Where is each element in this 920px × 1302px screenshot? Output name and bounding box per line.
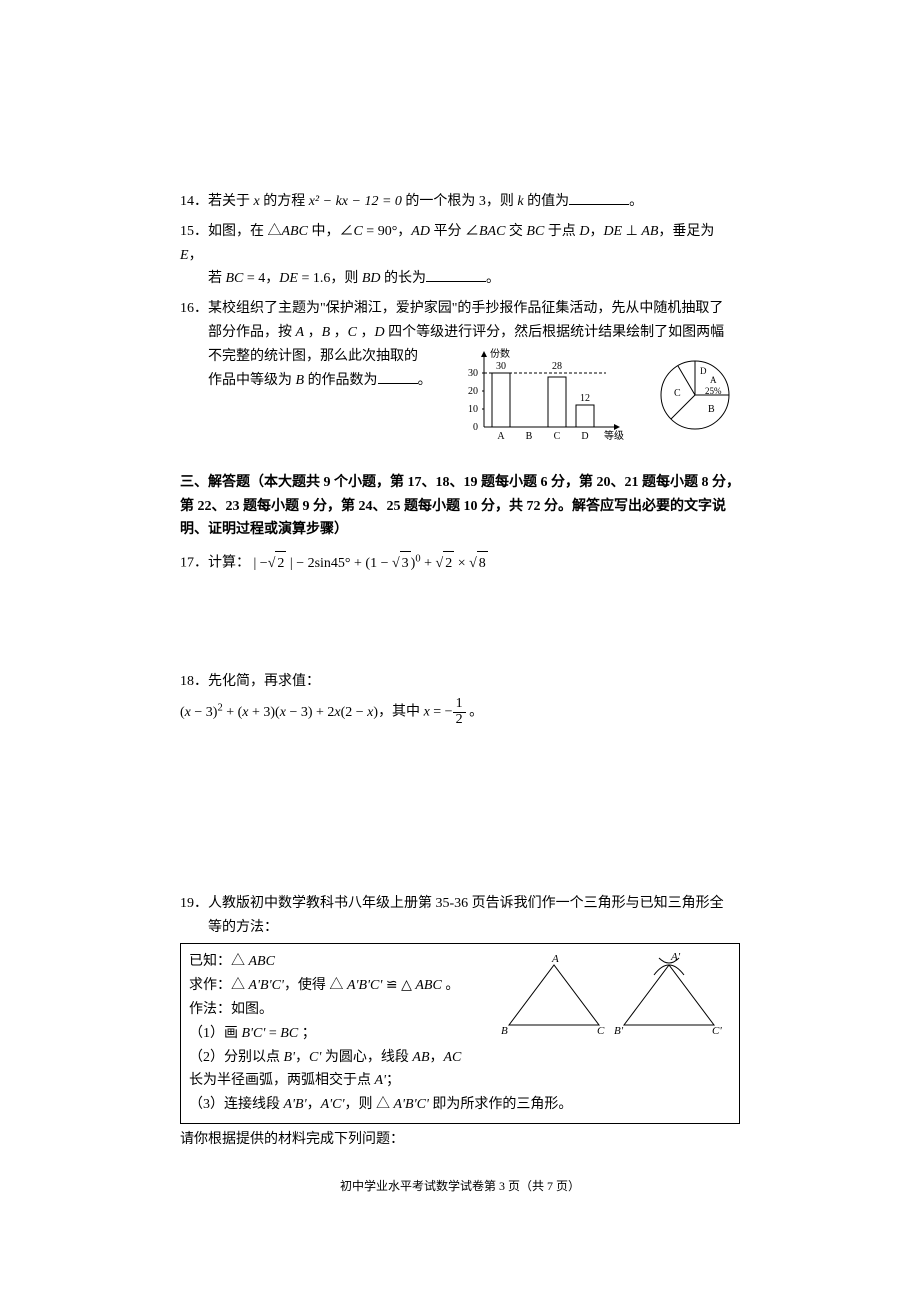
bar-chart: 0 10 20 30 30 28 12 A B: [456, 345, 626, 445]
question-18: 18．先化简，再求值： (x − 3)2 + (x + 3)(x − 3) + …: [180, 670, 740, 728]
q14-num: 14．: [180, 194, 208, 209]
section-3-header: 三、解答题（本大题共 9 个小题，第 17、18、19 题每小题 6 分，第 2…: [180, 471, 740, 542]
question-16: 16．某校组织了主题为"保护湘江，爱护家园"的手抄报作品征集活动，先从中随机抽取…: [180, 297, 740, 445]
svg-text:10: 10: [468, 404, 478, 415]
svg-text:12: 12: [580, 393, 590, 404]
svg-text:等级: 等级: [604, 429, 624, 442]
svg-text:D: D: [700, 366, 707, 376]
charts-16: 0 10 20 30 30 28 12 A B: [456, 345, 740, 445]
q15-num: 15．: [180, 224, 208, 239]
svg-text:C: C: [674, 388, 681, 399]
q19-followup: 请你根据提供的材料完成下列问题：: [180, 1128, 740, 1152]
svg-text:25%: 25%: [705, 386, 722, 396]
svg-text:C': C': [712, 1025, 722, 1037]
blank-15: [426, 267, 486, 282]
question-17: 17．计算： | −√2 | − 2sin45° + (1 − √3)0 + √…: [180, 550, 740, 575]
svg-text:20: 20: [468, 386, 478, 397]
svg-text:B': B': [614, 1025, 624, 1037]
svg-text:B: B: [526, 431, 533, 442]
svg-text:30: 30: [468, 368, 478, 379]
svg-text:C: C: [597, 1025, 605, 1037]
q19-num: 19．: [180, 896, 208, 911]
page-footer: 初中学业水平考试数学试卷第 3 页（共 7 页）: [180, 1176, 740, 1196]
q16-num: 16．: [180, 301, 208, 316]
q19-box: 已知：△ ABC 求作：△ A'B'C'，使得 △ A'B'C' ≌ △ ABC…: [180, 943, 740, 1124]
svg-text:D: D: [581, 431, 588, 442]
svg-text:28: 28: [552, 361, 562, 372]
question-14: 14．若关于 x 的方程 x² − kx − 12 = 0 的一个根为 3，则 …: [180, 190, 740, 214]
blank-16: [378, 369, 418, 384]
svg-text:份数: 份数: [490, 347, 510, 360]
q17-num: 17．: [180, 556, 208, 571]
svg-text:A: A: [497, 431, 505, 442]
svg-text:A': A': [670, 951, 681, 963]
pie-chart: D A 25% B C: [650, 350, 740, 440]
svg-text:0: 0: [473, 422, 478, 433]
question-19: 19．人教版初中数学教科书八年级上册第 35-36 页告诉我们作一个三角形与已知…: [180, 892, 740, 1152]
svg-text:B: B: [708, 404, 715, 415]
triangles-diagram: A B C A' B' C': [499, 950, 729, 1040]
svg-text:B: B: [501, 1025, 508, 1037]
svg-text:A: A: [710, 375, 717, 385]
q18-left: (x − 3)2 + (x + 3)(x − 3) + 2x(2 − x): [180, 705, 378, 720]
svg-text:30: 30: [496, 361, 506, 372]
q17-expression: | −√2 | − 2sin45° + (1 − √3)0 + √2 × √8: [254, 556, 488, 571]
svg-text:A: A: [551, 953, 559, 965]
q18-num: 18．: [180, 674, 208, 689]
exam-page: 14．若关于 x 的方程 x² − kx − 12 = 0 的一个根为 3，则 …: [180, 190, 740, 1196]
blank-14: [569, 190, 629, 205]
question-15: 15．如图，在 △ABC 中，∠C = 90°，AD 平分 ∠BAC 交 BC …: [180, 220, 740, 291]
svg-text:C: C: [554, 431, 561, 442]
